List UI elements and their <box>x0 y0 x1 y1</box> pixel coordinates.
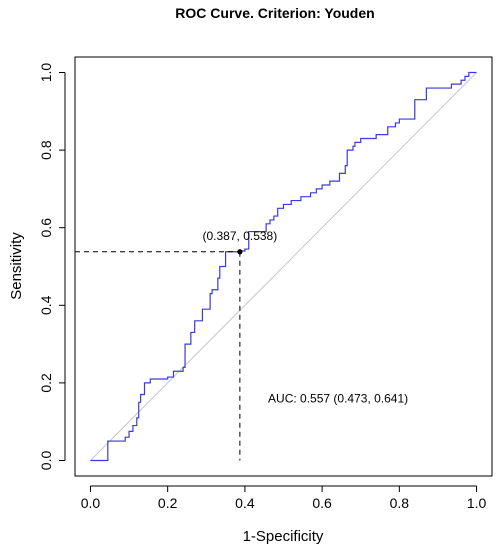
chance-diagonal <box>90 72 477 461</box>
x-tick-label: 0.4 <box>235 495 255 511</box>
series-layer <box>90 71 477 462</box>
y-tick-label: 0.6 <box>38 218 54 238</box>
x-tick-label: 0.6 <box>312 495 332 511</box>
chart-title: ROC Curve. Criterion: Youden <box>175 5 374 21</box>
x-tick-label: 0.8 <box>390 495 410 511</box>
y-axis-label: Sensitivity <box>8 232 25 300</box>
y-tick-label: 0.2 <box>38 373 54 393</box>
roc-curve-line <box>90 71 477 462</box>
y-axis: 0.0 0.2 0.4 0.6 0.8 1.0 <box>38 63 66 471</box>
x-axis: 0.0 0.2 0.4 0.6 0.8 1.0 <box>81 485 487 511</box>
y-tick-label: 0.4 <box>38 295 54 315</box>
plot-frame <box>74 56 493 477</box>
cutoff-point-label: (0.387, 0.538) <box>203 229 278 243</box>
x-tick-label: 0.2 <box>158 495 178 511</box>
y-tick-label: 1.0 <box>38 63 54 83</box>
x-tick-label: 1.0 <box>467 495 487 511</box>
cutoff-point <box>237 249 243 255</box>
y-tick-label: 0.8 <box>38 140 54 160</box>
y-tick-label: 0.0 <box>38 451 54 471</box>
x-tick-label: 0.0 <box>81 495 101 511</box>
x-axis-label: 1-Specificity <box>243 528 324 545</box>
auc-annotation: AUC: 0.557 (0.473, 0.641) <box>268 391 408 405</box>
